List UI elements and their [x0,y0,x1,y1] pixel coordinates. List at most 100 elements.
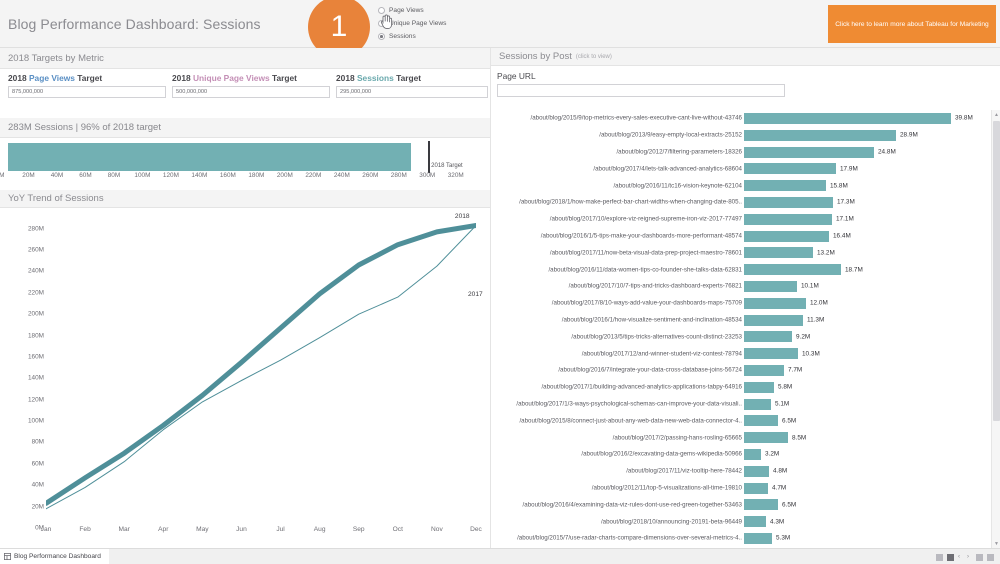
prev-arrow-icon[interactable]: ‹ [958,553,960,560]
bar-rect[interactable] [744,364,784,376]
bar-rect[interactable] [744,280,797,292]
bar-rect[interactable] [744,448,761,460]
page-url-filter-input[interactable] [497,84,785,97]
bar-rect[interactable] [744,297,806,309]
bar-row[interactable]: /about/blog/2012/7/filtering-parameters-… [491,144,1000,161]
bar-rect[interactable] [744,499,778,511]
target-field-unique-page-views: 2018 Unique Page Views Target 500,000,00… [172,73,330,98]
line-y-axis-tick: 260M [28,246,44,254]
line-x-axis-tick: Jun [236,526,247,533]
posts-filter-bar: Page URL For Date Range 1/1/2017 11/15/2… [491,66,1000,110]
bar-value-label: 39.8M [955,114,973,122]
sessions-target-input[interactable]: 295,000,000 [336,86,488,98]
promo-banner-link[interactable]: Click here to learn more about Tableau f… [828,5,996,43]
kpi-axis-tick: 180M [248,172,265,179]
bar-value-label: 17.3M [837,198,855,206]
bar-row[interactable]: /about/blog/2018/10/announcing-20191-bet… [491,513,1000,530]
more-options-icon[interactable] [987,553,994,561]
bar-row-label: /about/blog/2016/11/data-women-tips-co-f… [548,266,742,274]
bar-row[interactable]: /about/blog/2015/9/top-metrics-every-sal… [491,110,1000,127]
bar-row[interactable]: /about/blog/2017/8/10-ways-add-value-you… [491,295,1000,312]
bar-row[interactable]: /about/blog/2013/5/tips-tricks-alternati… [491,328,1000,345]
bar-rect[interactable] [744,163,836,175]
bar-rect[interactable] [744,213,832,225]
line-series-2018 [46,223,476,506]
top-header-bar: Blog Performance Dashboard: Sessions 1 P… [0,0,1000,58]
bar-rect[interactable] [744,129,896,141]
view-single-icon[interactable] [947,553,954,561]
targets-panel-title: 2018 Targets by Metric [8,52,104,64]
bar-row[interactable]: /about/blog/2016/1/5-tips-make-your-dash… [491,228,1000,245]
sessions-by-post-bar-list[interactable]: /about/blog/2015/9/top-metrics-every-sal… [491,110,1000,548]
target-label: 2018 Unique Page Views Target [172,73,297,83]
bar-rect[interactable] [744,381,774,393]
bar-row[interactable]: /about/blog/2017/1/3-ways-psychological-… [491,396,1000,413]
bar-row[interactable]: /about/blog/2016/7/integrate-your-data-c… [491,362,1000,379]
bar-rect[interactable] [744,230,829,242]
tab-blog-performance-dashboard[interactable]: Blog Performance Dashboard [0,548,109,564]
line-x-axis-tick: Feb [79,526,91,533]
bar-row[interactable]: /about/blog/2016/11/data-women-tips-co-f… [491,261,1000,278]
radio-label: Sessions [389,33,416,40]
bar-rect[interactable] [744,465,769,477]
bar-row[interactable]: /about/blog/2017/11/viz-tooltip-here-784… [491,463,1000,480]
bar-row[interactable]: /about/blog/2017/4/lets-talk-advanced-an… [491,160,1000,177]
next-arrow-icon[interactable]: › [967,553,969,560]
bar-row[interactable]: /about/blog/2017/12/and-winner-student-v… [491,345,1000,362]
radio-sessions[interactable]: Sessions [378,31,488,42]
bar-rect[interactable] [744,532,772,544]
bar-rect[interactable] [744,247,813,259]
bar-rect[interactable] [744,398,771,410]
bar-rect[interactable] [744,314,803,326]
bar-rect[interactable] [744,331,792,343]
bar-row[interactable]: /about/blog/2015/7/use-radar-charts-comp… [491,530,1000,547]
new-tab-icon[interactable] [976,553,983,561]
bar-rect[interactable] [744,415,778,427]
view-grid-icon[interactable] [936,553,943,561]
bar-row[interactable]: /about/blog/2015/8/connect-just-about-an… [491,412,1000,429]
bar-rect[interactable] [744,348,798,360]
bar-row[interactable]: /about/blog/2016/11/tc16-vision-keynote-… [491,177,1000,194]
line-series-label-2017: 2017 [468,290,483,298]
unique-page-views-target-input[interactable]: 500,000,000 [172,86,330,98]
bar-row[interactable]: /about/blog/2017/10/7-tips-and-tricks-da… [491,278,1000,295]
bar-row-label: /about/blog/2012/11/top-5-visualizations… [591,484,742,492]
radio-unique-page-views[interactable]: Unique Page Views [378,18,488,29]
bar-rect[interactable] [744,482,768,494]
bar-value-label: 6.5M [782,417,797,425]
line-y-axis-tick: 200M [28,310,44,318]
right-column: Sessions by Post (click to view) Page UR… [490,48,1000,548]
bar-row[interactable]: /about/blog/2017/11/now-beta-visual-data… [491,244,1000,261]
bar-row[interactable]: /about/blog/2013/9/easy-empty-local-extr… [491,127,1000,144]
bar-row[interactable]: /about/blog/2017/2/passing-hans-rosling-… [491,429,1000,446]
bar-row[interactable]: /about/blog/2016/4/examining-data-viz-ru… [491,496,1000,513]
bar-row[interactable]: /about/blog/2017/1/building-advanced-ana… [491,379,1000,396]
scroll-up-arrow-icon[interactable]: ▲ [994,111,999,118]
bar-rect[interactable] [744,516,766,528]
bar-rect[interactable] [744,196,833,208]
scroll-down-arrow-icon[interactable]: ▼ [994,540,999,547]
bar-rect[interactable] [744,146,874,158]
bar-rect[interactable] [744,113,951,124]
metric-radio-group[interactable]: Page Views Unique Page Views Sessions [378,5,488,44]
bar-rect[interactable] [744,180,826,192]
bar-rect[interactable] [744,432,788,444]
page-views-target-input[interactable]: 875,000,000 [8,86,166,98]
bar-row[interactable]: /about/blog/2012/11/top-5-visualizations… [491,480,1000,497]
bar-row[interactable]: /about/blog/2016/1/how-visualize-sentime… [491,312,1000,329]
radio-page-views[interactable]: Page Views [378,5,488,16]
kpi-axis-tick: 20M [22,172,35,179]
kpi-sessions-bar[interactable] [8,143,412,171]
line-x-axis-tick: Jan [40,526,52,533]
kpi-axis-tick: 80M [107,172,121,179]
line-panel-title: YoY Trend of Sessions [8,193,104,204]
scrollbar-thumb[interactable] [993,121,1000,421]
kpi-axis-tick: 120M [162,172,179,179]
bar-row[interactable]: /about/blog/2016/2/excavating-data-gems-… [491,446,1000,463]
posts-scrollbar[interactable]: ▲ ▼ [991,110,1000,548]
bar-row[interactable]: /about/blog/2017/10/explore-viz-reigned-… [491,211,1000,228]
bar-row[interactable]: /about/blog/2018/1/how-make-perfect-bar-… [491,194,1000,211]
target-label: 2018 Page Views Target [8,73,103,83]
bar-rect[interactable] [744,264,841,276]
